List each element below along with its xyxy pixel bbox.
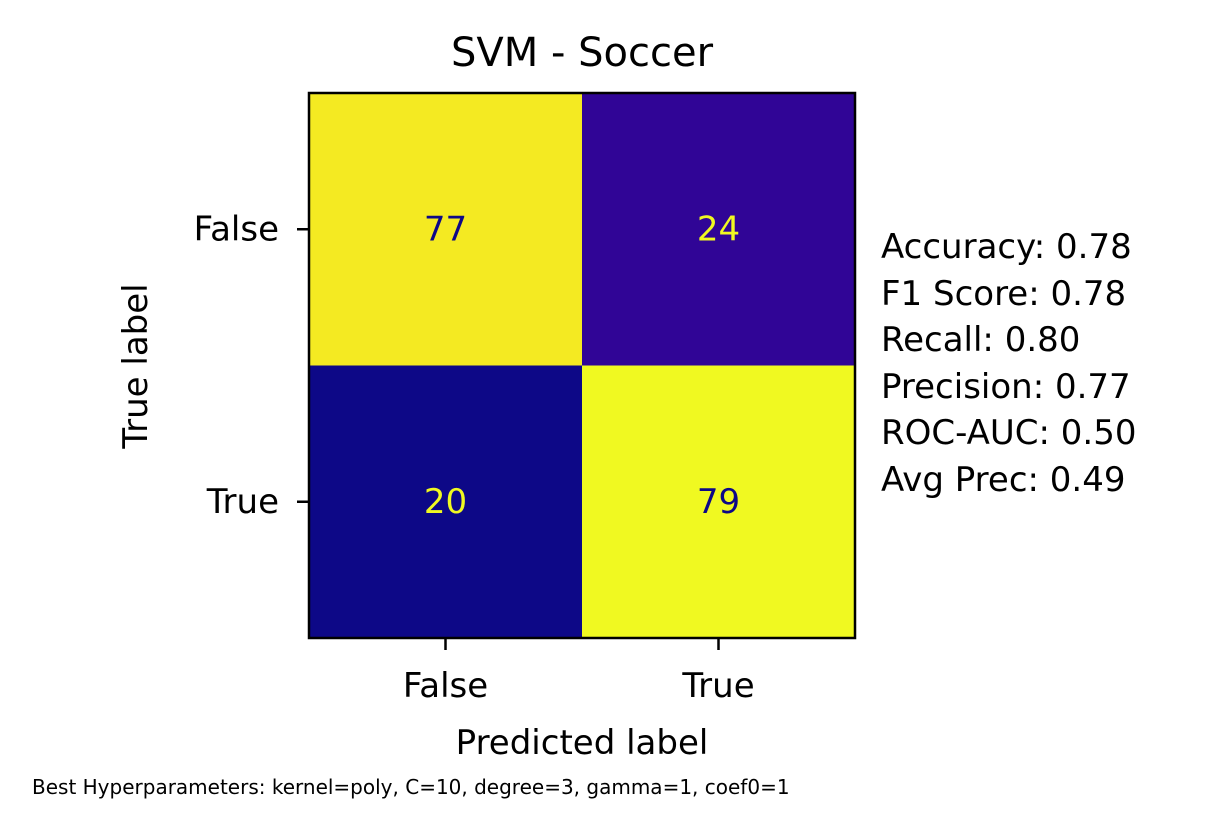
- metric-roc-auc: ROC-AUC: 0.50: [881, 413, 1137, 453]
- metric-f1-score: F1 Score: 0.78: [881, 273, 1127, 314]
- cell-value-r0-c1: 24: [697, 209, 740, 249]
- matrix-cell-r1-c0: [309, 365, 583, 639]
- chart-title: SVM - Soccer: [451, 30, 714, 76]
- metric-avg-prec: Avg Prec: 0.49: [881, 459, 1126, 500]
- matrix-cell-r1-c1: [582, 365, 856, 639]
- cell-value-r1-c1: 79: [697, 482, 740, 522]
- cell-value-r1-c0: 20: [424, 482, 467, 522]
- matrix-cell-labels: 77 24 20 79: [424, 209, 740, 522]
- plot-frame: [307, 91, 857, 640]
- metric-recall: Recall: 0.80: [881, 320, 1081, 360]
- metrics-panel: Accuracy: 0.78 F1 Score: 0.78 Recall: 0.…: [881, 224, 1137, 503]
- matrix-cells: [309, 93, 856, 639]
- matrix-cell-r0-c0: [309, 93, 583, 366]
- hyperparameters-note: Best Hyperparameters: kernel=poly, C=10,…: [32, 775, 790, 799]
- y-tick-label: False: [194, 209, 279, 249]
- metric-precision: Precision: 0.77: [881, 366, 1131, 407]
- x-axis-ticks: False True: [403, 638, 755, 706]
- y-axis-ticks: False True: [194, 209, 309, 522]
- x-axis-label: Predicted label: [456, 723, 709, 763]
- x-tick-label: False: [403, 666, 488, 706]
- cell-value-r0-c0: 77: [424, 209, 467, 249]
- matrix-cell-r0-c1: [582, 93, 856, 366]
- y-tick-label: True: [206, 482, 279, 522]
- x-tick-label: True: [681, 666, 754, 706]
- y-axis-label: True label: [116, 283, 156, 449]
- metric-accuracy: Accuracy: 0.78: [881, 227, 1132, 267]
